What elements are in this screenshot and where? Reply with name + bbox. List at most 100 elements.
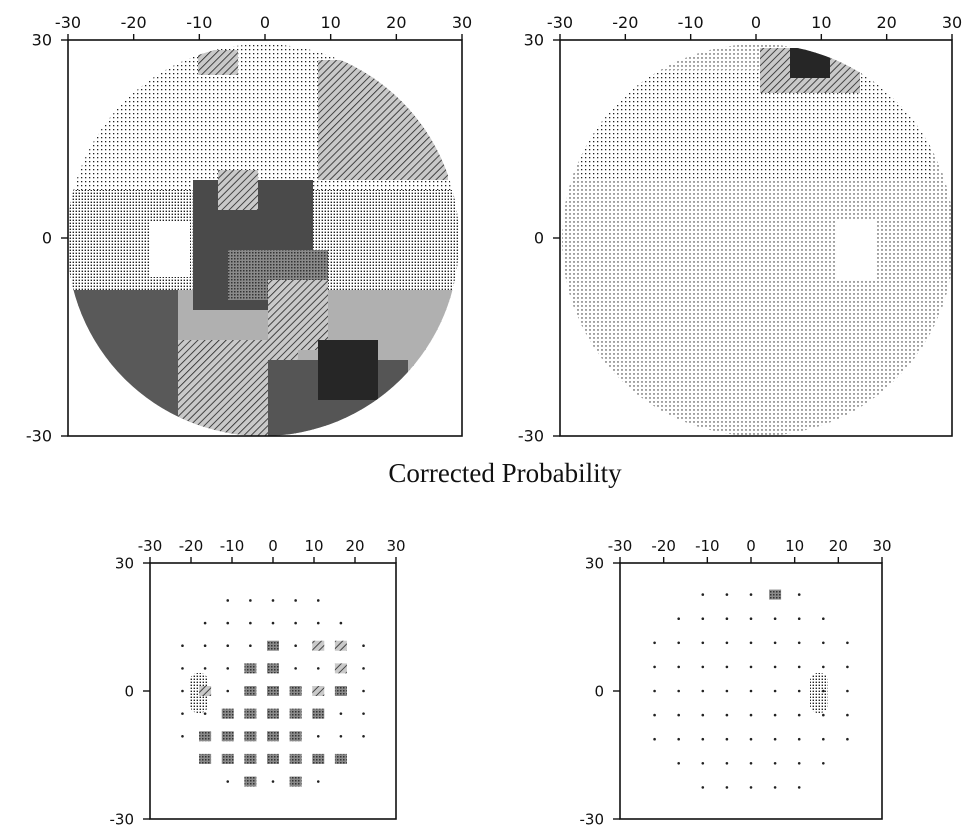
tr-y-tick-label: -30	[518, 427, 544, 446]
bl-x-tick-label: 20	[345, 537, 364, 555]
br-dot-symbol	[822, 617, 825, 620]
tr-x-tick-label: 30	[942, 13, 962, 32]
bl-dot-symbol	[271, 621, 275, 625]
br-dot-symbol	[822, 689, 825, 693]
tl-region-hatched-top	[198, 50, 238, 75]
br-dot-symbol	[677, 713, 680, 717]
br-x-tick-label: -10	[695, 537, 720, 555]
tr-x-tick-label: 10	[811, 13, 831, 32]
br-block-symbol	[769, 589, 782, 600]
tl-y-tick-label: -30	[26, 427, 52, 446]
br-dot-symbol	[701, 713, 705, 717]
tl-x-tick-label: -20	[121, 13, 147, 32]
bl-dot-symbol	[362, 712, 365, 715]
bl-dot-symbol	[316, 599, 320, 602]
tr-x-tick-label: 20	[876, 13, 896, 32]
bl-y-tick-label: -30	[110, 810, 135, 828]
tl-x-tick-label: -10	[186, 13, 212, 32]
bl-x-tick-label: 0	[268, 537, 278, 555]
br-dot-symbol	[797, 737, 801, 741]
br-dot-symbol	[701, 762, 705, 765]
br-dot-symbol	[773, 641, 777, 645]
bl-block-symbol	[221, 731, 234, 742]
figure-caption: Corrected Probability	[388, 458, 622, 488]
br-y-tick-label: 0	[594, 682, 604, 700]
br-dot-symbol	[773, 762, 777, 765]
bl-block-symbol	[244, 708, 257, 719]
tr-y-tick-label: 30	[524, 31, 544, 50]
bottom-left-panel: -30 -20 -10 0 10 20 30 30 0 -30	[70, 510, 470, 836]
tl-blind-spot	[150, 222, 190, 277]
br-dot-symbol	[797, 641, 801, 645]
br-dot-symbol	[797, 617, 801, 620]
bl-dot-symbol	[316, 621, 320, 625]
br-dot-symbol	[822, 713, 825, 717]
br-dot-symbol	[701, 665, 705, 669]
br-dot-symbol	[653, 641, 656, 645]
br-dot-symbol	[846, 641, 849, 645]
br-dot-symbol	[677, 762, 680, 765]
tr-field-regions	[562, 44, 952, 436]
bl-dot-symbol	[362, 667, 365, 670]
br-x-tick-label: 0	[746, 537, 756, 555]
br-dot-symbol	[725, 762, 729, 765]
br-dot-symbol	[822, 665, 825, 669]
br-dot-symbol	[725, 665, 729, 669]
bl-y-tick-label: 30	[115, 554, 134, 572]
br-dot-symbol	[725, 617, 729, 620]
bl-block-symbol	[267, 640, 279, 651]
br-dot-symbol	[749, 665, 753, 669]
tr-x-tick-label: -10	[678, 13, 704, 32]
bl-hatch-symbol	[312, 640, 325, 651]
tr-region-light-upper	[580, 70, 930, 180]
bl-dot-symbol	[339, 621, 343, 625]
bl-dot-symbol	[271, 599, 275, 602]
bl-block-symbol	[199, 753, 212, 764]
bl-x-tick-label: -20	[179, 537, 204, 555]
bl-block-symbol	[267, 708, 279, 719]
bl-dot-symbol	[294, 621, 297, 625]
bl-block-symbol	[244, 776, 257, 787]
bl-dot-symbol	[316, 780, 320, 783]
bl-dot-symbol	[226, 667, 230, 670]
bl-x-tick-label: -10	[220, 537, 245, 555]
bl-block-symbol	[221, 753, 234, 764]
br-dot-symbol	[797, 713, 801, 717]
top-left-panel: -30 -20 -10 0 10 20 30 30 0 -30	[0, 0, 480, 450]
br-dot-symbol	[653, 713, 656, 717]
bl-dot-symbol	[339, 734, 343, 738]
bl-block-symbol	[267, 731, 279, 742]
bl-x-tick-label: -30	[138, 537, 163, 555]
br-dot-symbol	[822, 737, 825, 741]
bl-dot-symbol	[203, 667, 207, 670]
tr-x-tick-label: -20	[612, 13, 638, 32]
bl-dot-symbol	[362, 734, 365, 738]
tl-region-hatched-mid	[268, 280, 328, 350]
br-dot-symbol	[701, 593, 705, 596]
tl-region-hatched-upper	[318, 60, 448, 180]
bl-block-symbol	[221, 708, 234, 719]
br-y-tick-label: -30	[580, 810, 605, 828]
br-dot-symbol	[822, 762, 825, 765]
bl-dot-symbol	[181, 644, 184, 648]
bl-block-symbol	[244, 753, 257, 764]
br-dot-symbol	[749, 786, 753, 789]
bl-block-symbol	[267, 663, 279, 674]
br-x-tick-label: 30	[872, 537, 891, 555]
bl-dot-symbol	[226, 689, 230, 693]
br-dot-symbol	[725, 641, 729, 645]
br-dot-symbol	[677, 641, 680, 645]
br-dot-symbol	[677, 617, 680, 620]
tl-x-tick-label: 0	[260, 13, 270, 32]
bl-dot-symbol	[362, 689, 365, 693]
bl-dot-symbol	[226, 644, 230, 648]
bl-dot-symbol	[362, 644, 365, 648]
bl-dot-symbol	[226, 780, 230, 783]
br-y-tick-label: 30	[585, 554, 604, 572]
bl-y-tick-label: 0	[124, 682, 134, 700]
tl-region-darkest-bottom	[318, 340, 378, 400]
bl-hatch-symbol	[312, 686, 325, 696]
bl-dot-symbol	[294, 599, 297, 602]
br-dot-symbol	[846, 665, 849, 669]
bl-x-tick-label: 10	[304, 537, 323, 555]
